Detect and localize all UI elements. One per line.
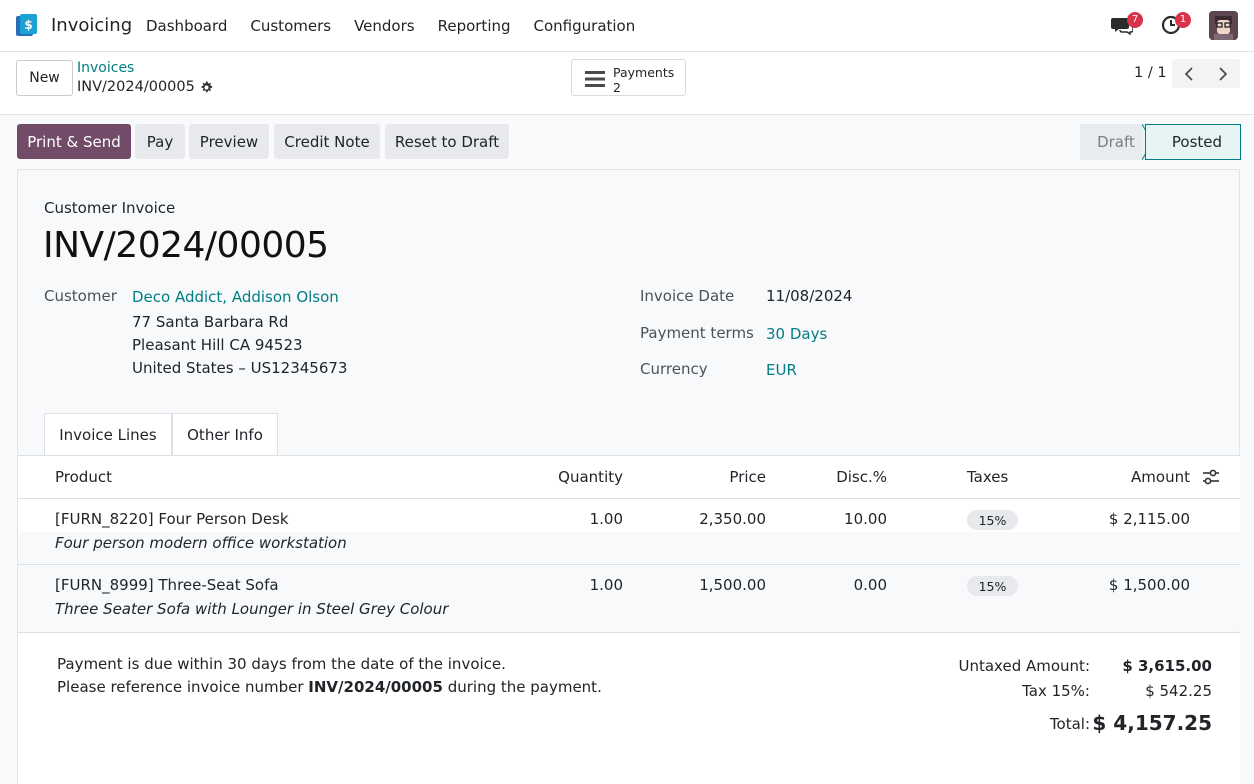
col-taxes[interactable]: Taxes: [967, 468, 1009, 486]
payments-count: 2: [613, 80, 621, 95]
tab-invoice-lines[interactable]: Invoice Lines: [44, 413, 172, 455]
row2-amount: $ 1,500.00: [1108, 576, 1190, 594]
list-icon: [585, 71, 605, 87]
col-amount[interactable]: Amount: [1131, 468, 1190, 486]
payment-terms-value[interactable]: 30 Days: [766, 325, 828, 343]
row2-price[interactable]: 1,500.00: [699, 576, 766, 594]
payment-terms-label: Payment terms: [640, 324, 754, 342]
col-price[interactable]: Price: [729, 468, 766, 486]
pager-previous-button[interactable]: [1172, 59, 1206, 88]
row1-product[interactable]: [FURN_8220] Four Person Desk: [55, 510, 289, 528]
chevron-left-icon: [1184, 66, 1193, 81]
breadcrumb-invoices[interactable]: Invoices: [77, 60, 135, 76]
note-pre: Please reference invoice number: [57, 678, 309, 696]
tax-label: Tax 15%:: [1022, 682, 1090, 700]
row2-tax-badge[interactable]: 15%: [967, 576, 1018, 596]
row2-quantity[interactable]: 1.00: [589, 576, 623, 594]
activities-badge: 1: [1175, 12, 1191, 28]
svg-text:$: $: [24, 18, 32, 32]
row-separator: [18, 564, 1240, 565]
row2-description[interactable]: Three Seater Sofa with Lounger in Steel …: [55, 600, 449, 618]
total-value: $ 4,157.25: [1092, 711, 1212, 735]
row1-quantity[interactable]: 1.00: [589, 510, 623, 528]
status-draft[interactable]: Draft: [1080, 124, 1152, 160]
tab-other-info[interactable]: Other Info: [172, 413, 278, 455]
print-send-button[interactable]: Print & Send: [17, 124, 131, 159]
payments-label: Payments: [613, 65, 675, 80]
top-navbar: $ Invoicing Dashboard Customers Vendors …: [0, 0, 1254, 52]
invoice-date-value[interactable]: 11/08/2024: [766, 287, 853, 305]
customer-label: Customer: [44, 287, 117, 305]
app-name[interactable]: Invoicing: [51, 15, 133, 36]
new-button[interactable]: New: [16, 60, 73, 96]
invoicing-app-icon[interactable]: $: [15, 13, 39, 37]
payment-reference-note[interactable]: Please reference invoice number INV/2024…: [57, 678, 602, 696]
note-post: during the payment.: [442, 678, 602, 696]
menu-configuration[interactable]: Configuration: [533, 17, 636, 35]
row1-description[interactable]: Four person modern office workstation: [55, 534, 347, 552]
row2-discount[interactable]: 0.00: [853, 576, 887, 594]
user-avatar[interactable]: [1209, 11, 1238, 40]
status-posted[interactable]: Posted: [1145, 124, 1241, 160]
row1-tax-badge[interactable]: 15%: [967, 510, 1018, 530]
header-separator: [18, 498, 1240, 499]
status-bar: Draft Posted: [1080, 124, 1241, 160]
row2-band: [18, 565, 1240, 631]
invoice-footer: [18, 632, 1240, 784]
currency-label: Currency: [640, 360, 708, 378]
control-panel: New Invoices INV/2024/00005 Payments 2 1…: [0, 52, 1254, 115]
customer-address-line2: Pleasant Hill CA 94523: [132, 336, 303, 354]
move-type-label: Customer Invoice: [44, 199, 176, 217]
pager-value[interactable]: 1 / 1: [1134, 65, 1167, 81]
menu-vendors[interactable]: Vendors: [354, 17, 415, 35]
note-reference: INV/2024/00005: [308, 678, 443, 696]
untaxed-label: Untaxed Amount:: [958, 657, 1091, 675]
pager-next-button[interactable]: [1206, 59, 1240, 88]
pay-button[interactable]: Pay: [135, 124, 185, 159]
breadcrumb-current: INV/2024/00005: [77, 79, 213, 95]
payments-smart-button[interactable]: Payments 2: [571, 59, 686, 96]
user-avatar-image: [1209, 11, 1238, 40]
row1-discount[interactable]: 10.00: [844, 510, 887, 528]
reset-to-draft-button[interactable]: Reset to Draft: [385, 124, 509, 159]
untaxed-value: $ 3,615.00: [1122, 657, 1212, 675]
optional-columns-icon[interactable]: [1202, 469, 1220, 485]
row1-desc-band: [18, 532, 1240, 564]
chevron-right-icon: [1219, 66, 1228, 81]
credit-note-button[interactable]: Credit Note: [274, 124, 380, 159]
messages-badge: 7: [1127, 12, 1143, 28]
col-quantity[interactable]: Quantity: [558, 468, 623, 486]
preview-button[interactable]: Preview: [189, 124, 269, 159]
row1-amount: $ 2,115.00: [1108, 510, 1190, 528]
main-menu: Dashboard Customers Vendors Reporting Co…: [146, 17, 658, 35]
customer-address-line1: 77 Santa Barbara Rd: [132, 313, 289, 331]
currency-value[interactable]: EUR: [766, 361, 797, 379]
col-product[interactable]: Product: [55, 468, 112, 486]
breadcrumb-current-label: INV/2024/00005: [77, 79, 195, 95]
row1-price[interactable]: 2,350.00: [699, 510, 766, 528]
menu-customers[interactable]: Customers: [250, 17, 332, 35]
invoice-date-label: Invoice Date: [640, 287, 735, 305]
payment-terms-note[interactable]: Payment is due within 30 days from the d…: [57, 655, 506, 673]
col-discount[interactable]: Disc.%: [836, 468, 887, 486]
total-label: Total:: [1049, 715, 1090, 733]
customer-address-line3: United States – US12345673: [132, 359, 348, 377]
gear-icon[interactable]: [200, 80, 213, 94]
menu-reporting[interactable]: Reporting: [437, 17, 511, 35]
invoice-number-title: INV/2024/00005: [43, 225, 329, 266]
menu-dashboard[interactable]: Dashboard: [146, 17, 228, 35]
tax-value: $ 542.25: [1145, 682, 1212, 700]
row2-product[interactable]: [FURN_8999] Three-Seat Sofa: [55, 576, 279, 594]
customer-name-link[interactable]: Deco Addict, Addison Olson: [132, 288, 339, 306]
